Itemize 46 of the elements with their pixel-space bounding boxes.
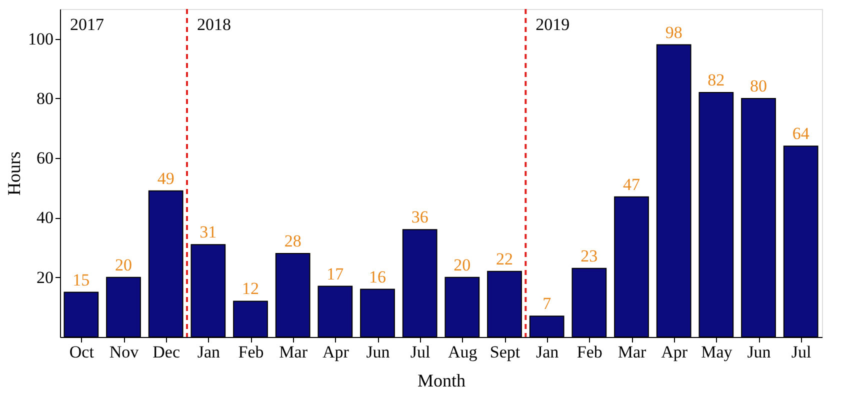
data-label: 36: [411, 208, 428, 227]
data-label: 98: [665, 22, 682, 42]
x-tick-label: Jul: [410, 342, 431, 362]
annotation: 2018: [197, 15, 231, 34]
x-tick-label: May: [701, 342, 733, 362]
data-label: 16: [369, 267, 386, 286]
x-tick-label: Jul: [791, 342, 812, 362]
x-tick-label: Jun: [366, 342, 390, 362]
data-label: 20: [454, 255, 471, 274]
data-label: 20: [115, 255, 132, 274]
x-axis-title: Month: [417, 370, 466, 390]
data-label: 49: [157, 168, 174, 188]
x-tick-label: Apr: [661, 342, 688, 362]
data-label: 22: [496, 249, 513, 268]
y-tick-label: 100: [28, 29, 54, 48]
data-label: 7: [542, 294, 552, 314]
annotation: 2017: [70, 15, 104, 34]
x-tick-label: Jan: [197, 342, 220, 362]
x-tick-label: Feb: [238, 342, 264, 362]
x-tick-label: Feb: [576, 342, 602, 362]
x-tick-label: Aug: [448, 342, 478, 362]
data-label: 28: [284, 232, 302, 251]
x-tick-label: Oct: [69, 342, 94, 362]
y-tick-label: 40: [36, 208, 54, 228]
x-tick-label: Mar: [618, 342, 646, 362]
data-label: 12: [242, 279, 259, 298]
x-tick-label: Dec: [152, 342, 180, 362]
x-tick-label: Apr: [322, 342, 350, 362]
x-tick-label: Jun: [747, 342, 772, 362]
data-label: 80: [750, 76, 767, 96]
data-label: 64: [792, 124, 810, 144]
data-label: 47: [623, 174, 640, 194]
data-label: 15: [72, 270, 90, 290]
annotation: 2019: [536, 15, 570, 34]
data-label: 23: [580, 246, 598, 266]
y-tick-label: 80: [36, 88, 54, 108]
y-tick-label: 60: [36, 148, 54, 168]
y-tick-label: 20: [36, 268, 54, 287]
y-axis-title: Hours: [4, 152, 24, 196]
data-label: 82: [708, 70, 725, 90]
x-tick-label: Mar: [279, 342, 308, 362]
x-tick-label: Jan: [536, 342, 560, 362]
data-label: 31: [200, 222, 217, 242]
data-label: 17: [326, 264, 344, 284]
x-tick-label: Sept: [490, 342, 520, 362]
x-tick-label: Nov: [109, 342, 140, 362]
